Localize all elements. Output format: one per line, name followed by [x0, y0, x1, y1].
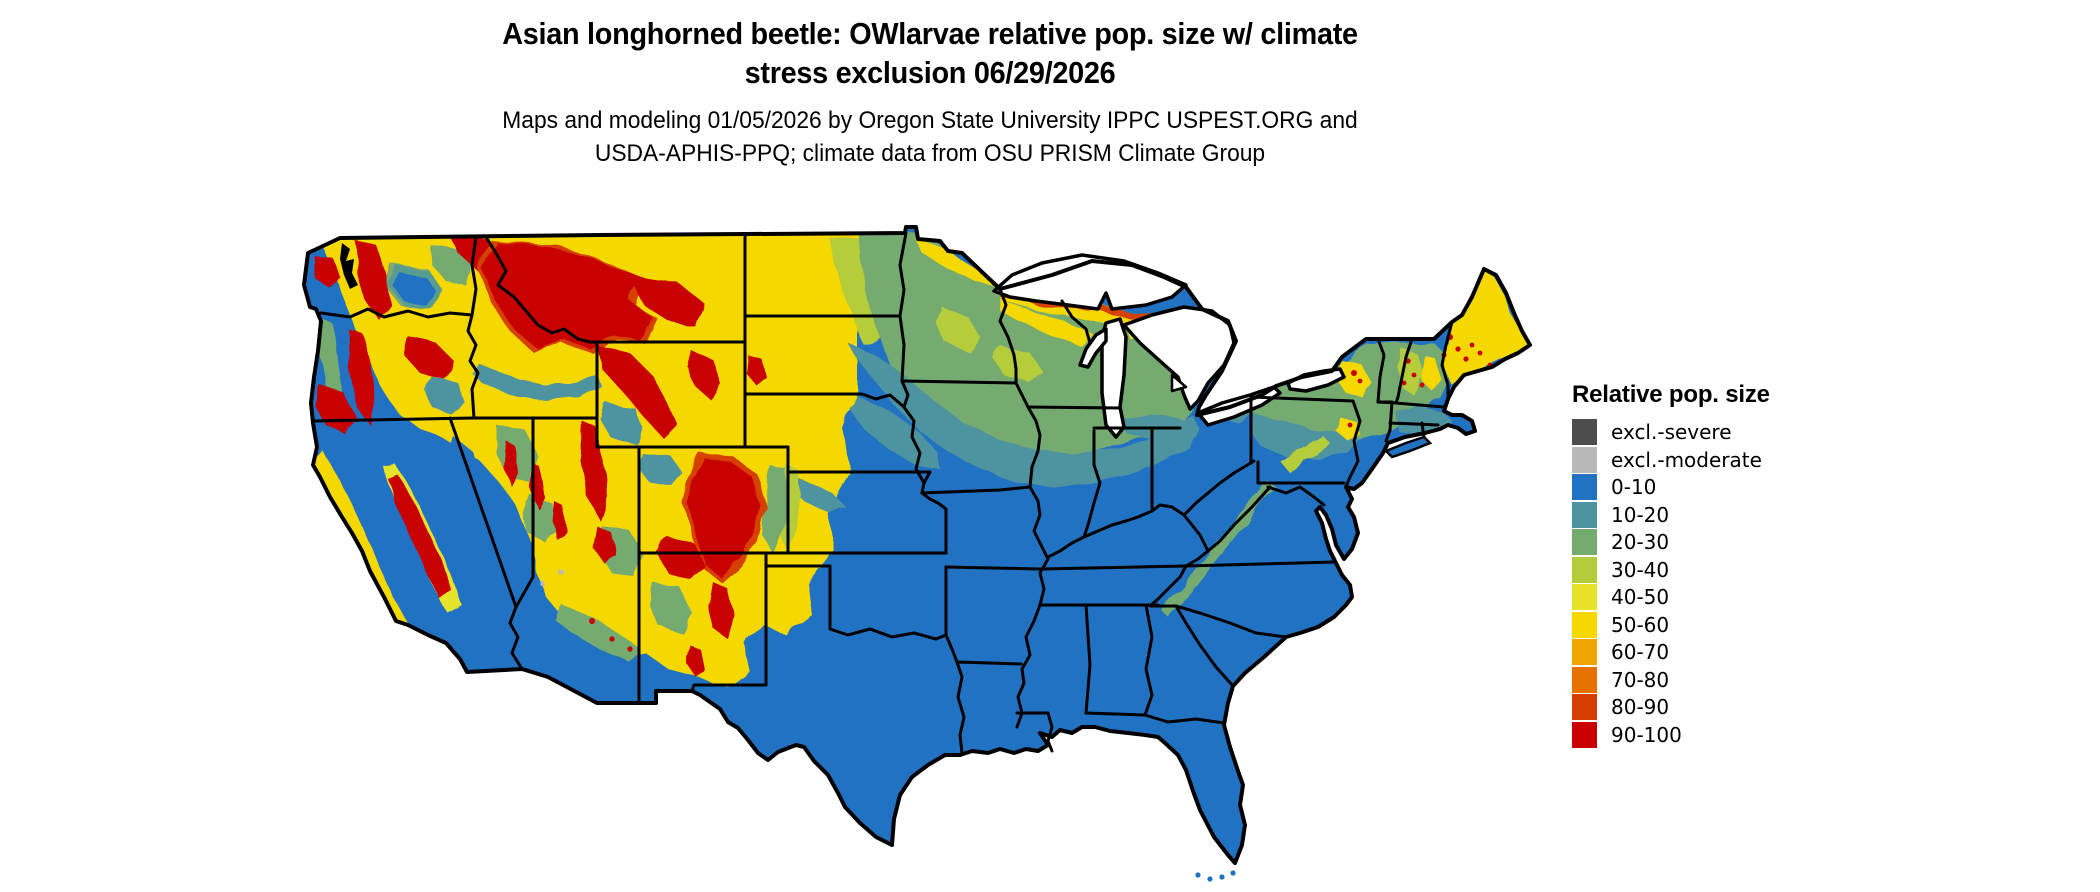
legend-title: Relative pop. size — [1572, 381, 1770, 408]
legend-label: 40-50 — [1611, 585, 1670, 609]
legend-item: 80-90 — [1572, 694, 1770, 720]
legend-swatch — [1572, 666, 1597, 693]
us-outline — [302, 225, 1532, 865]
legend-swatch — [1572, 419, 1597, 445]
legend-swatch — [1572, 584, 1597, 610]
green-bay — [1078, 327, 1108, 369]
legend-swatch — [1572, 446, 1597, 473]
legend-item: 50-60 — [1572, 611, 1770, 638]
legend-item: 20-30 — [1572, 529, 1770, 555]
us-map — [302, 225, 1532, 882]
legend-item: 10-20 — [1572, 501, 1770, 528]
florida-keys — [1195, 870, 1236, 882]
legend-items: excl.-severe excl.-moderate 0-10 10-20 20-30… — [1572, 419, 1770, 748]
legend-item: excl.-moderate — [1572, 446, 1770, 473]
legend-label: 80-90 — [1611, 695, 1670, 719]
legend-item: 0-10 — [1572, 474, 1770, 500]
legend-item: 30-40 — [1572, 556, 1770, 583]
legend-swatch — [1572, 474, 1597, 500]
legend-item: 60-70 — [1572, 639, 1770, 665]
legend-swatch — [1572, 529, 1597, 555]
legend-label: excl.-severe — [1611, 420, 1732, 444]
legend-label: 90-100 — [1611, 722, 1682, 747]
puget-sound — [340, 243, 358, 289]
legend-label: 0-10 — [1611, 475, 1657, 499]
legend-item: 70-80 — [1572, 666, 1770, 693]
legend-swatch — [1572, 611, 1597, 638]
subtitle-line-1: Maps and modeling 01/05/2026 by Oregon S… — [502, 107, 1358, 134]
legend-label: 20-30 — [1611, 530, 1670, 554]
state-borders — [311, 231, 1454, 755]
legend-swatch — [1572, 721, 1597, 748]
legend-label: 60-70 — [1611, 640, 1670, 664]
long-island — [1383, 435, 1433, 459]
map-title: Asian longhorned beetle: OWlarvae relati… — [233, 14, 1628, 92]
lake-huron — [1122, 305, 1236, 411]
legend-label: 70-80 — [1611, 667, 1670, 692]
legend-label: 30-40 — [1611, 557, 1670, 582]
legend-item: excl.-severe — [1572, 419, 1770, 445]
legend-label: 50-60 — [1611, 612, 1670, 637]
legend-item: 40-50 — [1572, 584, 1770, 610]
saginaw-bay — [1170, 373, 1188, 393]
legend-swatch — [1572, 694, 1597, 720]
legend: Relative pop. size excl.-severe excl.-mod… — [1572, 381, 1770, 749]
subtitle-line-2: USDA-APHIS-PPQ; climate data from OSU PR… — [594, 140, 1266, 167]
map-raster — [304, 227, 1530, 863]
legend-item: 90-100 — [1572, 721, 1770, 748]
title-line-2: stress exclusion 06/29/2026 — [744, 55, 1116, 90]
map-subtitle: Maps and modeling 01/05/2026 by Oregon S… — [218, 104, 1643, 170]
legend-swatch — [1572, 639, 1597, 665]
legend-swatch — [1572, 501, 1597, 528]
title-line-1: Asian longhorned beetle: OWlarvae relati… — [502, 16, 1358, 51]
legend-swatch — [1572, 556, 1597, 583]
legend-label: 10-20 — [1611, 502, 1670, 527]
legend-label: excl.-moderate — [1611, 447, 1762, 472]
us-map-container — [300, 225, 1540, 885]
